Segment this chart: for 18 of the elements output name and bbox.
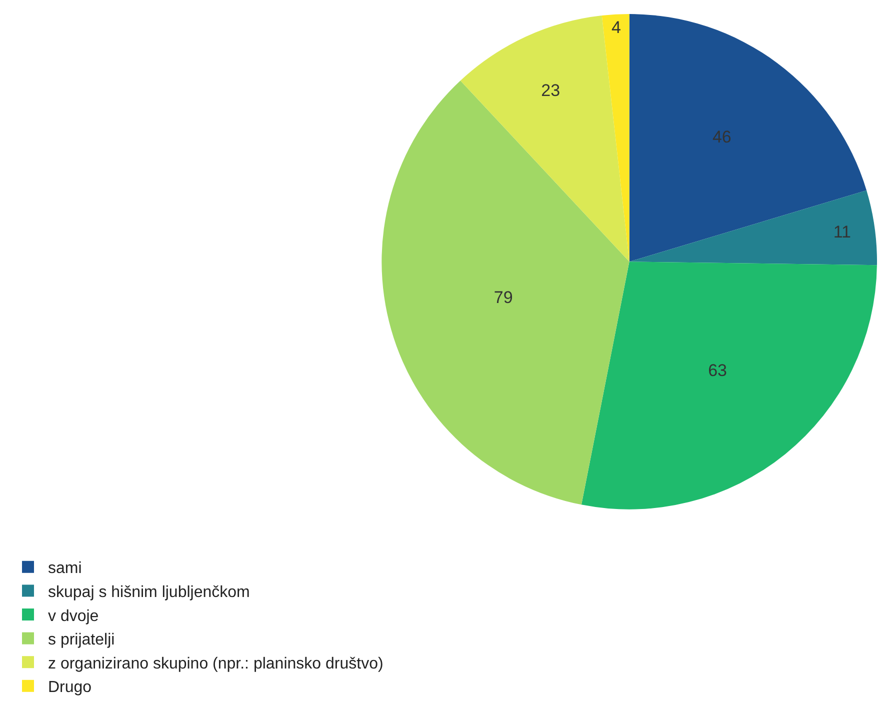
- data-label: 46: [712, 128, 732, 147]
- pie-slice: [602, 14, 630, 262]
- legend-label: v dvoje: [48, 608, 99, 625]
- legend-label: Drugo: [48, 679, 92, 696]
- pie-slice: [629, 190, 877, 266]
- data-label: 11: [833, 222, 852, 242]
- pie-slice: [581, 262, 877, 509]
- data-label: 23: [541, 80, 560, 100]
- legend-label: z organizirano skupino (npr.: planinsko društvo): [48, 655, 384, 672]
- pie-slice: [382, 80, 630, 505]
- pie-slice: [460, 16, 630, 262]
- legend-label: s prijatelji: [48, 632, 115, 649]
- legend-label: skupaj s hišnim ljubljenčkom: [48, 584, 250, 601]
- data-label: 4: [612, 18, 622, 37]
- legend-label: sami: [48, 560, 82, 578]
- data-label: 63: [708, 360, 727, 380]
- data-label: 79: [494, 288, 513, 308]
- pie-slice: [629, 14, 867, 262]
